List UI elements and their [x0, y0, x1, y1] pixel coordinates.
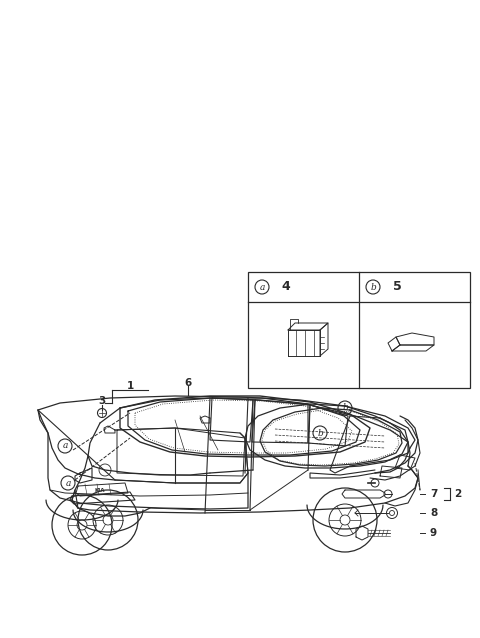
Text: a: a: [62, 441, 68, 450]
Text: 1: 1: [126, 381, 133, 391]
Text: b: b: [342, 403, 348, 413]
Text: 4: 4: [282, 281, 290, 293]
Text: b: b: [370, 283, 376, 292]
Text: b: b: [317, 429, 323, 438]
Text: 5: 5: [393, 281, 401, 293]
Text: a: a: [259, 283, 264, 292]
Text: 9: 9: [430, 528, 437, 538]
Bar: [248, 272, 470, 388]
Text: 2: 2: [454, 489, 461, 499]
Text: 3: 3: [98, 396, 106, 406]
Text: a: a: [65, 478, 71, 487]
Text: 7: 7: [430, 489, 437, 499]
Text: KIA: KIA: [95, 487, 105, 493]
Text: 8: 8: [430, 508, 437, 518]
Text: 6: 6: [184, 378, 192, 388]
